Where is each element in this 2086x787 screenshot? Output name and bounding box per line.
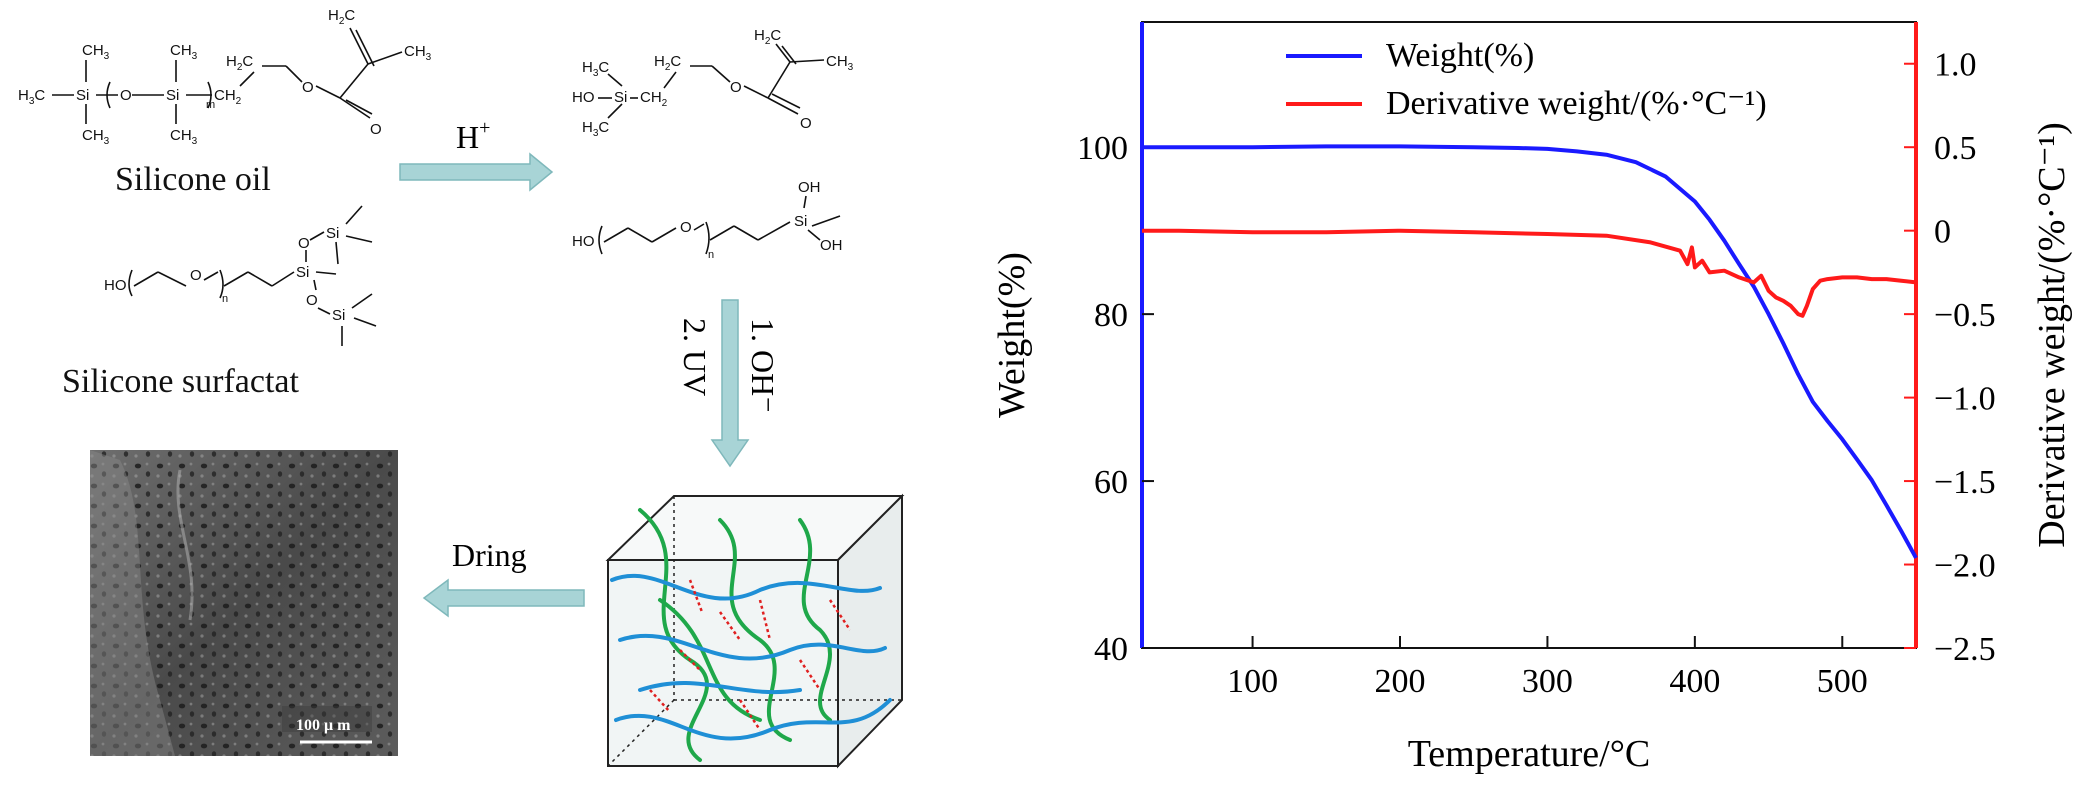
product1-bonds xyxy=(598,43,825,119)
drying-arrow: Dring xyxy=(422,537,585,618)
atom-ch3-bottom-left: CH3 xyxy=(82,127,110,147)
hydrolysis-products: H3C HO Si H3C CH2 H2C O O H2C CH3 HO O n… xyxy=(572,27,854,261)
atom-oh-prod2-bottom: OH xyxy=(820,237,843,254)
legend-label-derivative: Derivative weight/(%·°C⁻¹) xyxy=(1386,85,1767,122)
sem-micrograph: 100 μ m xyxy=(90,450,398,756)
atom-h3c-prod1-bottom: H3C xyxy=(582,119,609,139)
atom-o-prod1-carbonyl: O xyxy=(800,115,812,132)
atom-ho-prod2: HO xyxy=(572,233,595,250)
label-step-uv: 2. UV xyxy=(677,318,713,396)
series-line-weight xyxy=(1142,144,1918,559)
x-tick-label: 400 xyxy=(1669,663,1720,700)
silicone-oil-structure: CH3 H3C Si CH3 O CH3 Si CH3 m CH2 H2C O … xyxy=(18,7,432,198)
atom-ho-surf: HO xyxy=(104,277,127,294)
atom-si-1: Si xyxy=(76,87,89,104)
y2-tick-label: −0.5 xyxy=(1934,297,1996,334)
atom-o-ester: O xyxy=(302,79,314,96)
polymerization-arrow: 1. OH⁻ 2. UV xyxy=(677,299,781,468)
atom-h3c-left: H3C xyxy=(18,87,45,107)
atom-ch2-link: CH2 xyxy=(214,87,242,107)
series-line-derivative xyxy=(1142,228,1917,318)
atom-ch3-top-mid: CH3 xyxy=(170,42,198,62)
atom-ch3-bottom-mid: CH3 xyxy=(170,127,198,147)
x-tick-label: 300 xyxy=(1522,663,1573,700)
atom-si-upper: Si xyxy=(326,225,339,242)
atom-o-upper: O xyxy=(298,235,310,252)
x-tick-label: 100 xyxy=(1227,663,1278,700)
y2-tick-label: −1.5 xyxy=(1934,464,1996,501)
atom-ch3-methyl: CH3 xyxy=(404,43,432,63)
atom-o-prod2: O xyxy=(680,219,692,236)
surfactant-bonds xyxy=(128,205,377,346)
left-y-axis-ticks: 40 60 80 100 xyxy=(1077,130,1154,668)
atom-si-lower: Si xyxy=(332,307,345,324)
atom-ch3-prod1-methyl: CH3 xyxy=(826,53,854,73)
atom-si-2: Si xyxy=(166,87,179,104)
data-series xyxy=(1142,144,1918,559)
label-h-plus: H+ xyxy=(456,117,490,155)
atom-ch3-top-left: CH3 xyxy=(82,42,110,62)
y-tick-label: 40 xyxy=(1094,631,1128,668)
legend: Weight(%) Derivative weight/(%·°C⁻¹) xyxy=(1286,37,1767,122)
atom-h3c-prod1-top: H3C xyxy=(582,59,609,79)
product2-bonds xyxy=(598,195,841,255)
legend-label-weight: Weight(%) xyxy=(1386,37,1534,74)
subscript-n-prod2: n xyxy=(708,249,714,261)
y-axis-label: Weight(%) xyxy=(991,252,1033,418)
y2-tick-label: 1.0 xyxy=(1934,47,1977,84)
y2-tick-label: 0.5 xyxy=(1934,130,1977,167)
subscript-m: m xyxy=(206,99,215,111)
atom-si-prod2: Si xyxy=(794,213,807,230)
y2-tick-label: −1.0 xyxy=(1934,381,1996,418)
label-silicone-oil: Silicone oil xyxy=(115,161,271,198)
crosslinks xyxy=(649,579,852,731)
y-tick-label: 80 xyxy=(1094,297,1128,334)
atom-h2c-vinyl: H2C xyxy=(328,7,355,27)
y-tick-label: 100 xyxy=(1077,130,1128,167)
y2-tick-label: −2.5 xyxy=(1934,631,1996,668)
atom-o-peg: O xyxy=(190,267,202,284)
atom-ho-prod1: HO xyxy=(572,89,595,106)
polymer-chains-blue xyxy=(610,573,892,741)
subscript-n-surf: n xyxy=(222,293,228,305)
acid-hydrolysis-arrow: H+ xyxy=(399,117,554,192)
silicone-surfactant-structure: HO O n Si O Si O Si Silicone surfactat xyxy=(62,205,377,400)
network-cube xyxy=(605,493,905,769)
y2-axis-label: Derivative weight/(%·°C⁻¹) xyxy=(2031,122,2073,547)
atom-si-prod1: Si xyxy=(614,89,627,106)
atom-h2c-prod1-vinyl: H2C xyxy=(754,27,781,47)
silicone-oil-bonds xyxy=(52,27,403,124)
tga-chart: 100 200 300 400 500 40 60 80 100 1.0 0.5 0 −0.5 −1.… xyxy=(991,21,2073,775)
y-tick-label: 60 xyxy=(1094,464,1128,501)
x-tick-label: 200 xyxy=(1375,663,1426,700)
atom-h2c-prod1: H2C xyxy=(654,53,681,73)
atom-ch2-prod1: CH2 xyxy=(640,89,668,109)
y2-tick-label: 0 xyxy=(1934,214,1951,251)
y2-tick-label: −2.0 xyxy=(1934,548,1996,585)
scale-bar-label: 100 μ m xyxy=(296,717,351,734)
label-drying: Dring xyxy=(452,537,527,573)
atom-o-lower: O xyxy=(306,292,318,309)
label-step-oh: 1. OH⁻ xyxy=(745,318,781,413)
x-axis-label: Temperature/°C xyxy=(1408,733,1651,775)
atom-h2c-upper: H2C xyxy=(226,53,253,73)
atom-o-prod1-ester: O xyxy=(730,79,742,96)
atom-si-center: Si xyxy=(296,264,309,281)
x-axis-ticks: 100 200 300 400 500 xyxy=(1227,636,1868,700)
reaction-scheme: CH3 H3C Si CH3 O CH3 Si CH3 m CH2 H2C O … xyxy=(18,7,905,769)
atom-o-1: O xyxy=(120,87,132,104)
right-y-axis-ticks: 1.0 0.5 0 −0.5 −1.0 −1.5 −2.0 −2.5 xyxy=(1904,47,1996,668)
label-silicone-surfactant: Silicone surfactat xyxy=(62,363,300,400)
atom-oh-prod2-top: OH xyxy=(798,179,821,196)
atom-o-carbonyl: O xyxy=(370,121,382,138)
x-tick-label: 500 xyxy=(1817,663,1868,700)
